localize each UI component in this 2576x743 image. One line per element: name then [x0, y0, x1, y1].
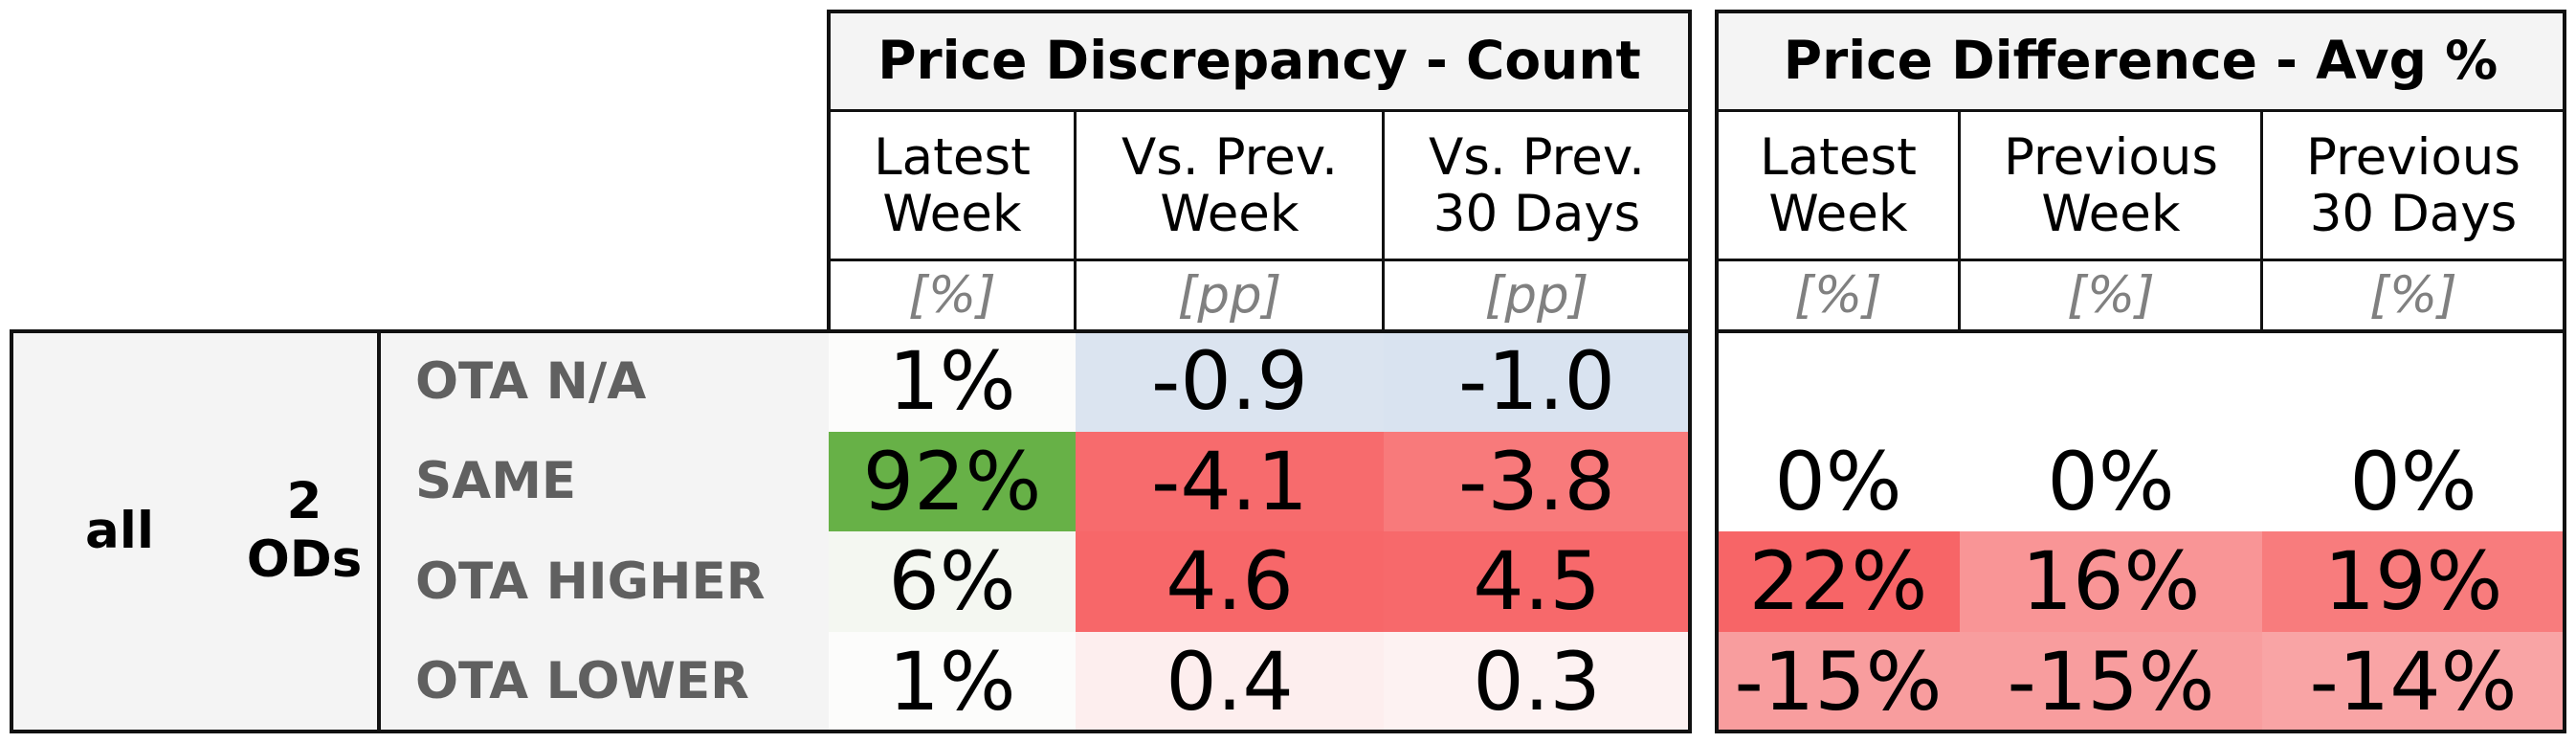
discrepancy-cell: 6% [829, 531, 1076, 632]
grid-line [10, 329, 1692, 333]
discrepancy-cell: -1.0 [1384, 331, 1690, 432]
grid-line [2563, 10, 2566, 733]
discrepancy-cell: -4.1 [1076, 431, 1384, 532]
grid-line [1958, 109, 1961, 331]
row-label: OTA HIGHER [415, 552, 766, 611]
unit-disc-prev-week: [pp] [1177, 266, 1282, 326]
discrepancy-cell: -3.8 [1384, 431, 1690, 532]
grid-line [1074, 109, 1077, 331]
grid-line [2260, 109, 2263, 331]
difference-cell: -14% [2262, 631, 2565, 732]
difference-cell [1717, 331, 1960, 432]
col-header-disc-latest: Latest Week [874, 127, 1031, 243]
difference-cell: 16% [1960, 531, 2262, 632]
difference-cell: 19% [2262, 531, 2565, 632]
grid-line [1715, 109, 2566, 112]
difference-cell: -15% [1717, 631, 1960, 732]
difference-cell: 0% [1717, 431, 1960, 532]
unit-disc-latest: [%] [908, 266, 996, 326]
row-group-level2: 2 ODs [246, 472, 363, 589]
row-label: OTA N/A [415, 351, 647, 411]
grid-line [827, 10, 831, 333]
discrepancy-cell: 1% [829, 331, 1076, 432]
difference-cell: 22% [1717, 531, 1960, 632]
col-header-diff-latest: Latest Week [1760, 127, 1917, 243]
unit-disc-prev-30: [pp] [1484, 266, 1589, 326]
grid-line [1715, 730, 2566, 733]
unit-diff-latest: [%] [1794, 266, 1882, 326]
grid-line [377, 329, 381, 733]
grid-line [1382, 109, 1385, 331]
difference-cell [1960, 331, 2262, 432]
col-header-diff-prev-week: Previous Week [2004, 127, 2218, 243]
group-title-discrepancy: Price Discrepancy - Count [829, 11, 1690, 111]
grid-line [10, 730, 1692, 733]
grid-line [1715, 10, 2566, 13]
grid-line [827, 10, 1692, 13]
col-header-disc-prev-30: Vs. Prev. 30 Days [1429, 127, 1645, 243]
grid-line [1715, 10, 1719, 733]
row-group-level1: all [84, 501, 155, 560]
grid-line [827, 259, 1692, 261]
discrepancy-cell: -0.9 [1076, 331, 1384, 432]
difference-cell: 0% [1960, 431, 2262, 532]
discrepancy-cell: 1% [829, 631, 1076, 732]
discrepancy-cell: 92% [829, 431, 1076, 532]
unit-diff-prev-30: [%] [2369, 266, 2457, 326]
grid-line [10, 329, 13, 733]
discrepancy-cell: 4.6 [1076, 531, 1384, 632]
group-title-difference: Price Difference - Avg % [1717, 11, 2565, 111]
unit-diff-prev-week: [%] [2067, 266, 2155, 326]
col-header-diff-prev-30: Previous 30 Days [2306, 127, 2520, 243]
difference-cell [2262, 331, 2565, 432]
col-header-disc-prev-week: Vs. Prev. Week [1121, 127, 1338, 243]
row-label: SAME [415, 452, 577, 511]
grid-line [1715, 329, 2566, 333]
discrepancy-cell: 0.3 [1384, 631, 1690, 732]
grid-line [1688, 10, 1692, 733]
row-label: OTA LOWER [415, 652, 749, 711]
discrepancy-cell: 4.5 [1384, 531, 1690, 632]
row-group-panel [11, 331, 829, 732]
difference-cell: 0% [2262, 431, 2565, 532]
difference-cell: -15% [1960, 631, 2262, 732]
grid-line [827, 109, 1692, 112]
discrepancy-cell: 0.4 [1076, 631, 1384, 732]
grid-line [1715, 259, 2566, 261]
